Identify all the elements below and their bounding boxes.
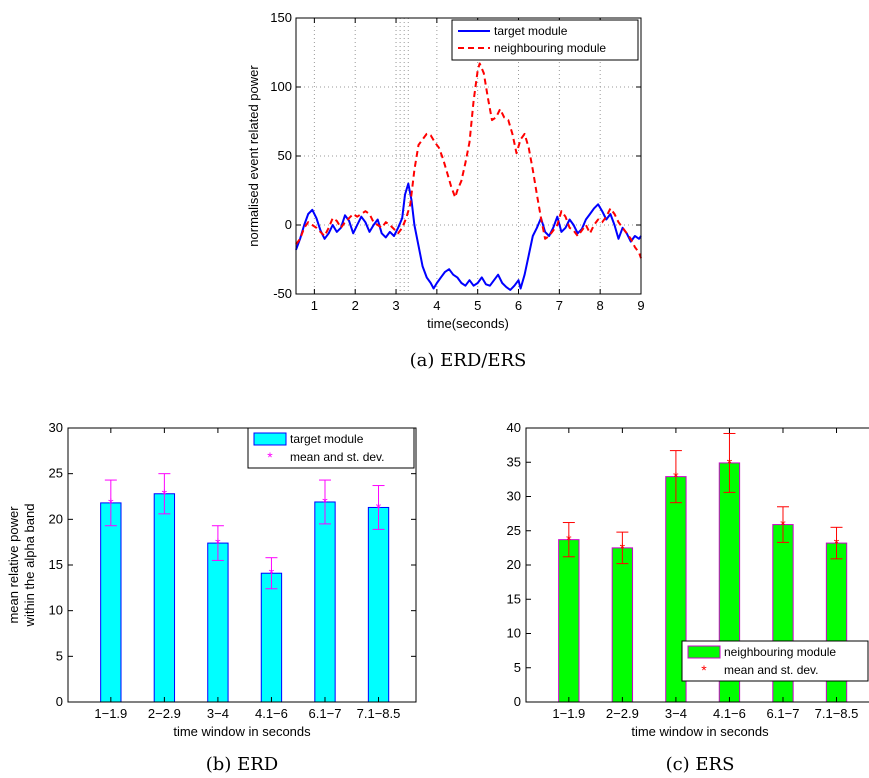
panel-c-caption: (c) ERS <box>666 754 735 775</box>
panel-b: * * * * * * 0 5 10 15 20 25 30 1−1.9 2−2.9 3−4 4.1−6 6.1… <box>6 420 417 775</box>
panel-a-xtick-label: 7 <box>556 298 563 313</box>
panel-b-caption: (b) ERD <box>206 754 278 775</box>
panel-c-bar <box>558 539 580 703</box>
panel-b-bar <box>100 502 122 703</box>
panel-a-xtick-label: 8 <box>597 298 604 313</box>
panel-c-mean-marker: * <box>780 517 786 533</box>
legend-marker-c-mean: * <box>701 662 707 678</box>
panel-b-bar <box>260 572 283 703</box>
panel-b-ytick-label: 5 <box>56 648 63 663</box>
panel-a-xtick-label: 5 <box>474 298 481 313</box>
series-line-target-module <box>295 182 642 291</box>
panel-b-ytick-label: 15 <box>49 557 63 572</box>
panel-b-ytick-label: 30 <box>49 420 63 435</box>
panel-b-bar <box>367 506 390 703</box>
legend-swatch-neighbouring-module <box>687 645 721 659</box>
panel-c-mean-marker: * <box>673 469 679 485</box>
panel-b-bar <box>153 493 176 703</box>
panel-b-mean-marker: * <box>108 495 114 511</box>
panel-c-ytick-label: 40 <box>507 420 521 435</box>
panel-b-xtick-label: 4.1−6 <box>255 706 288 721</box>
panel-b-mean-marker: * <box>162 486 168 502</box>
panel-b-mean-marker: * <box>322 494 328 510</box>
panel-c-ytick-label: 10 <box>507 626 521 641</box>
panel-c-mean-marker: * <box>727 455 733 471</box>
panel-c-xtick-label: 4.1−6 <box>713 706 746 721</box>
panel-b-legend: target module * mean and st. dev. <box>247 427 415 469</box>
panel-c-ytick-label: 35 <box>507 454 521 469</box>
panel-a-xtick-label: 4 <box>433 298 440 313</box>
panel-c-xtick-label: 7.1−8.5 <box>815 706 859 721</box>
panel-b-ytick-label: 0 <box>56 694 63 709</box>
panel-b-bar <box>314 501 336 703</box>
panel-b-mean-marker: * <box>269 565 275 581</box>
legend-label-c-mean: mean and st. dev. <box>724 663 819 677</box>
panel-b-xtick-label: 7.1−8.5 <box>357 706 401 721</box>
panel-c-ytick-label: 25 <box>507 523 521 538</box>
panel-a-xtick-label: 2 <box>352 298 359 313</box>
panel-a-ytick-label: 50 <box>278 148 292 163</box>
panel-b-ytick-label: 10 <box>49 603 63 618</box>
panel-c-xtick-label: 2−2.9 <box>606 706 639 721</box>
panel-b-ytick-label: 25 <box>49 466 63 481</box>
panel-c-xlabel: time window in seconds <box>631 724 769 739</box>
panel-a-legend-box <box>451 19 639 61</box>
panel-b-ticks: 0 5 10 15 20 25 30 1−1.9 2−2.9 3−4 4.1−6 6.1−7 7.1−8… <box>49 420 416 721</box>
panel-a-ytick-label: 150 <box>270 10 292 25</box>
legend-label-neighbouring-module: neighbouring module <box>494 41 606 55</box>
legend-marker-b-mean: * <box>267 449 273 465</box>
panel-b-mean-marker: * <box>215 535 221 551</box>
panel-c-ytick-label: 5 <box>514 660 521 675</box>
panel-b-xtick-label: 3−4 <box>207 706 229 721</box>
panel-b-ylabel-line-2: within the alpha band <box>22 504 37 628</box>
panel-a-ylabel: normalised event related power <box>246 65 261 247</box>
panel-b-mean-marker: * <box>376 499 382 515</box>
panel-c-mean-marker: * <box>834 535 840 551</box>
panel-a-series <box>295 62 642 291</box>
panel-c-ytick-label: 20 <box>507 557 521 572</box>
panel-c-bar <box>611 547 634 703</box>
panel-b-ylabel-line-1: mean relative power <box>6 506 21 624</box>
panel-a-xtick-label: 9 <box>637 298 644 313</box>
panel-a-ytick-label: -50 <box>273 286 292 301</box>
panel-b-bar <box>207 542 229 703</box>
panel-c-ytick-label: 30 <box>507 489 521 504</box>
panel-a: 1 2 3 4 5 6 7 8 9 -50 0 50 100 150 time(seconds) norm… <box>246 10 645 371</box>
panel-c-legend: neighbouring module * mean and st. dev. <box>681 640 869 682</box>
panel-c-xtick-label: 3−4 <box>665 706 687 721</box>
panel-a-xtick-label: 3 <box>392 298 399 313</box>
panel-a-ticks: 1 2 3 4 5 6 7 8 9 -50 0 50 100 150 <box>270 10 644 313</box>
panel-c-xtick-label: 6.1−7 <box>767 706 800 721</box>
legend-label-b-mean: mean and st. dev. <box>290 450 385 464</box>
panel-a-legend: target module neighbouring module <box>451 19 639 61</box>
panel-a-xtick-label: 1 <box>311 298 318 313</box>
panel-b-xtick-label: 1−1.9 <box>94 706 127 721</box>
panel-c-mean-marker: * <box>566 532 572 548</box>
panel-a-xtick-label: 6 <box>515 298 522 313</box>
panel-b-xtick-label: 2−2.9 <box>148 706 181 721</box>
panel-c-mean-marker: * <box>620 540 626 556</box>
panel-a-ytick-label: 100 <box>270 79 292 94</box>
panel-c-xtick-label: 1−1.9 <box>552 706 585 721</box>
legend-swatch-target-module <box>253 432 287 446</box>
legend-label-target-module: target module <box>494 24 568 38</box>
panel-b-bars: * * * * * * <box>100 473 390 703</box>
panel-b-ytick-label: 20 <box>49 511 63 526</box>
panel-a-ytick-label: 0 <box>285 217 292 232</box>
legend-label-c-neighbouring-module: neighbouring module <box>724 645 836 659</box>
panel-c-ytick-label: 15 <box>507 591 521 606</box>
panel-a-xlabel: time(seconds) <box>427 316 509 331</box>
panel-c-ytick-label: 0 <box>514 694 521 709</box>
panel-b-xlabel: time window in seconds <box>173 724 311 739</box>
panel-a-caption: (a) ERD/ERS <box>410 350 527 371</box>
series-line-neighbouring-module <box>295 62 642 259</box>
panel-b-xtick-label: 6.1−7 <box>309 706 342 721</box>
panel-c: * * * * * * 0 5 10 15 20 25 30 35 40 1−1.9 2−2.9 3−4 4.1−… <box>507 420 869 775</box>
panel-c-ticks: 0 5 10 15 20 25 30 35 40 1−1.9 2−2.9 3−4 4.1−6 6.1−7 7… <box>507 420 859 721</box>
legend-label-b-target-module: target module <box>290 432 364 446</box>
